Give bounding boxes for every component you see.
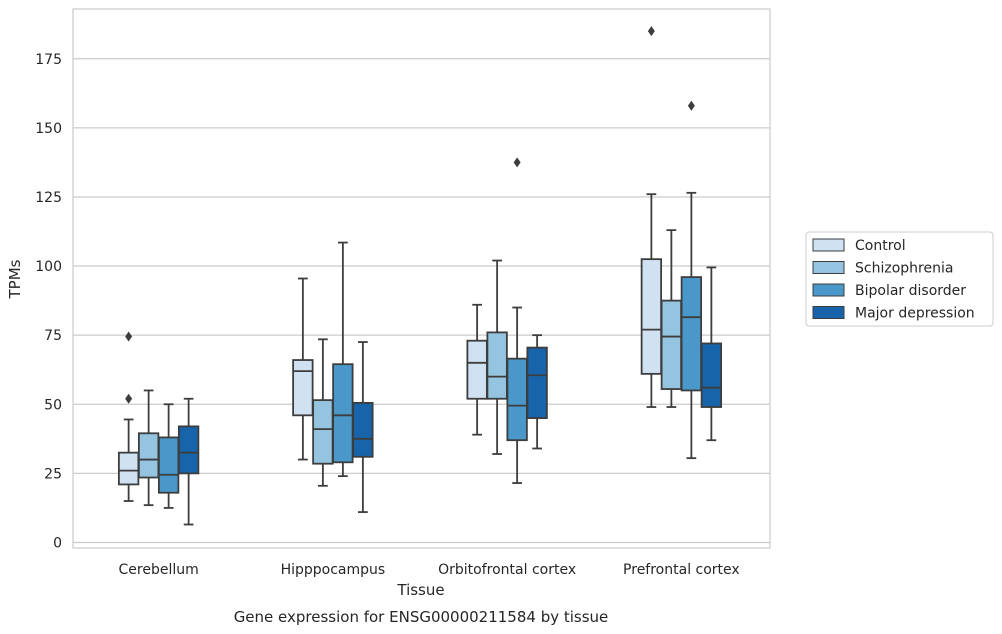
y-tick-label: 0 <box>53 535 62 551</box>
x-tick-label: Cerebellum <box>119 562 199 578</box>
box <box>312 338 334 487</box>
box <box>117 331 140 502</box>
box-iqr <box>466 339 488 400</box>
box <box>506 157 528 484</box>
y-tick-label: 75 <box>44 328 62 344</box>
box <box>137 389 160 507</box>
box-iqr <box>660 299 683 390</box>
legend-swatch <box>812 306 845 319</box>
y-tick-label: 25 <box>44 466 62 482</box>
outlier-point <box>513 157 521 168</box>
box-iqr <box>137 432 160 479</box>
box <box>352 341 374 513</box>
box-iqr <box>526 346 548 419</box>
y-tick-label: 125 <box>35 190 62 206</box>
x-tick-label: Hipppocampus <box>281 562 386 578</box>
y-tick-label: 100 <box>35 259 62 275</box>
legend-label: Major depression <box>855 306 975 322</box>
legend-swatch <box>812 238 845 252</box>
outlier-point <box>647 26 655 37</box>
y-tick-label: 150 <box>35 121 62 137</box>
outlier-point <box>125 393 133 404</box>
legend-frame <box>805 231 994 327</box>
legend-label: Bipolar disorder <box>855 283 966 299</box>
legend: Control Schizophrenia Bipolar disorder Majo… <box>805 231 994 327</box>
box <box>157 403 180 509</box>
outlier-point <box>687 100 695 111</box>
x-tick-labels: Cerebellum Hipppocampus Orbitofrontal cort… <box>119 562 740 578</box>
x-tick-label: Prefrontal cortex <box>623 562 740 578</box>
box-iqr <box>506 357 528 442</box>
box-iqr <box>680 276 703 392</box>
box <box>660 229 683 408</box>
chart-caption: Gene expression for ENSG00000211584 by t… <box>234 608 609 626</box>
box-iqr <box>292 359 314 417</box>
box <box>332 241 354 478</box>
box-iqr <box>352 401 374 458</box>
legend-label: Control <box>855 238 906 254</box>
box-iqr <box>177 425 200 475</box>
legend-label: Schizophrenia <box>855 261 953 277</box>
legend-swatch <box>812 283 845 297</box>
box <box>640 26 663 408</box>
box <box>466 303 488 436</box>
x-axis-label: Tissue <box>396 581 444 599</box>
box-iqr <box>157 436 180 494</box>
y-tick-label: 175 <box>35 52 62 68</box>
y-tick-labels: 0 25 50 75 100 125 150 175 <box>35 52 62 552</box>
plot-frame <box>72 8 771 549</box>
box-iqr <box>312 399 334 465</box>
x-tick-label: Orbitofrontal cortex <box>438 562 576 578</box>
box <box>292 277 314 461</box>
box-iqr <box>486 331 508 400</box>
box-iqr <box>117 451 140 486</box>
box <box>680 100 703 460</box>
y-tick-label: 50 <box>44 397 62 413</box>
box-iqr <box>640 258 663 375</box>
box <box>177 397 200 526</box>
boxes-layer <box>117 26 723 526</box>
box-iqr <box>700 342 723 408</box>
box-iqr <box>332 363 354 464</box>
box <box>700 266 723 442</box>
outlier-point <box>125 331 133 342</box>
box <box>526 334 548 450</box>
legend-swatch <box>812 261 845 274</box>
box <box>486 259 508 455</box>
y-axis-label: TPMs <box>6 259 24 299</box>
